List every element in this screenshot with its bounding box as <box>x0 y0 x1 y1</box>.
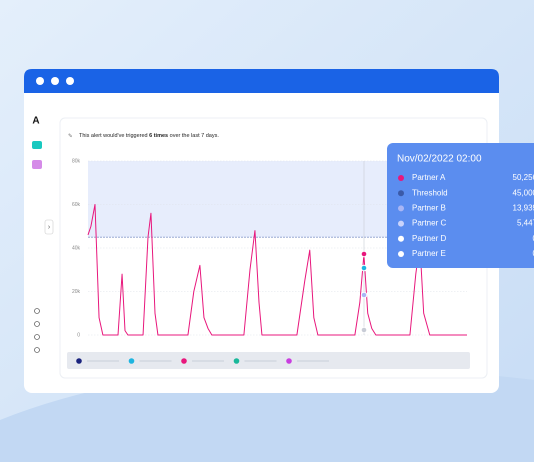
logo[interactable]: A <box>32 116 39 127</box>
tooltip-value: 0 <box>533 234 534 243</box>
legend-dot <box>286 358 292 364</box>
window-header <box>24 69 499 93</box>
tooltip-name: Partner E <box>412 249 446 258</box>
tooltip-dot <box>398 220 404 227</box>
tooltip-dot <box>398 190 404 197</box>
nav-icon[interactable] <box>34 334 40 340</box>
tooltip-name: Partner A <box>412 173 446 182</box>
alert-text-part: over the last 7 days. <box>168 133 219 139</box>
tooltip-box <box>387 143 534 268</box>
tooltip-name: Threshold <box>412 188 448 197</box>
series-line <box>87 204 467 336</box>
tooltip: Nov/02/2022 02:00 Partner A 50,256 Thresho… <box>387 143 534 268</box>
tooltip-value: 5,447 <box>517 219 534 228</box>
legend-dot <box>181 358 187 364</box>
nav-icon[interactable] <box>32 160 42 169</box>
tooltip-dot <box>398 175 404 181</box>
edit-icon[interactable]: ✎ <box>68 132 73 139</box>
tooltip-dot <box>398 235 404 242</box>
nav-icon[interactable] <box>32 141 42 149</box>
tooltip-name: Partner D <box>412 234 446 243</box>
y-tick-label: 20k <box>72 289 81 295</box>
collapse-icon: › <box>48 224 51 231</box>
y-tick-label: 60k <box>72 202 81 208</box>
alert-text: This alert would've triggered 6 times ov… <box>79 133 219 139</box>
tooltip-title: Nov/02/2022 02:00 <box>397 154 482 165</box>
hover-marker <box>360 250 368 258</box>
tooltip-value: 45,000 <box>513 188 534 197</box>
legend-dot <box>233 358 240 364</box>
alert-text-part: This alert would've triggered <box>79 133 149 139</box>
tooltip-dot <box>398 251 404 257</box>
y-tick-label: 80k <box>72 158 81 164</box>
collapse-button[interactable] <box>44 219 54 235</box>
legend-dot <box>76 358 82 364</box>
nav-icon[interactable] <box>34 321 40 327</box>
legend-bar <box>67 352 470 369</box>
tooltip-value: 50,256 <box>513 173 534 182</box>
y-tick-label: 40k <box>72 245 81 251</box>
window-dot[interactable] <box>36 77 44 85</box>
hover-marker <box>360 264 368 272</box>
legend-dot <box>128 358 135 364</box>
nav-icon[interactable] <box>34 308 40 314</box>
tooltip-name: Partner C <box>412 219 446 228</box>
hover-marker <box>360 291 368 299</box>
window-dot[interactable] <box>66 77 74 85</box>
tooltip-value: 0 <box>533 249 534 258</box>
window-dot[interactable] <box>51 77 59 85</box>
tooltip-name: Partner B <box>412 204 446 213</box>
y-tick-label: 0 <box>77 332 80 338</box>
alert-emphasis: 6 times <box>149 133 168 139</box>
hover-marker <box>360 326 368 334</box>
tooltip-value: 13,939 <box>513 204 534 213</box>
tooltip-dot <box>398 205 404 212</box>
nav-icon[interactable] <box>34 347 40 353</box>
